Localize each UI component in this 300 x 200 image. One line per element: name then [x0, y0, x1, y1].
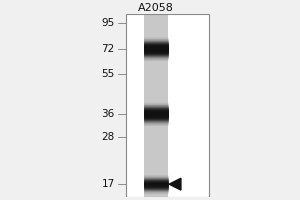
Text: 55: 55: [101, 69, 115, 79]
Bar: [126, 14, 209, 197]
Text: A2058: A2058: [138, 3, 174, 13]
Bar: [144, 14, 168, 197]
Text: 36: 36: [101, 109, 115, 119]
Text: 95: 95: [101, 18, 115, 28]
Text: 72: 72: [101, 44, 115, 54]
Text: 28: 28: [101, 132, 115, 142]
Bar: [126, 14, 209, 197]
Text: 17: 17: [101, 179, 115, 189]
Polygon shape: [169, 178, 181, 190]
